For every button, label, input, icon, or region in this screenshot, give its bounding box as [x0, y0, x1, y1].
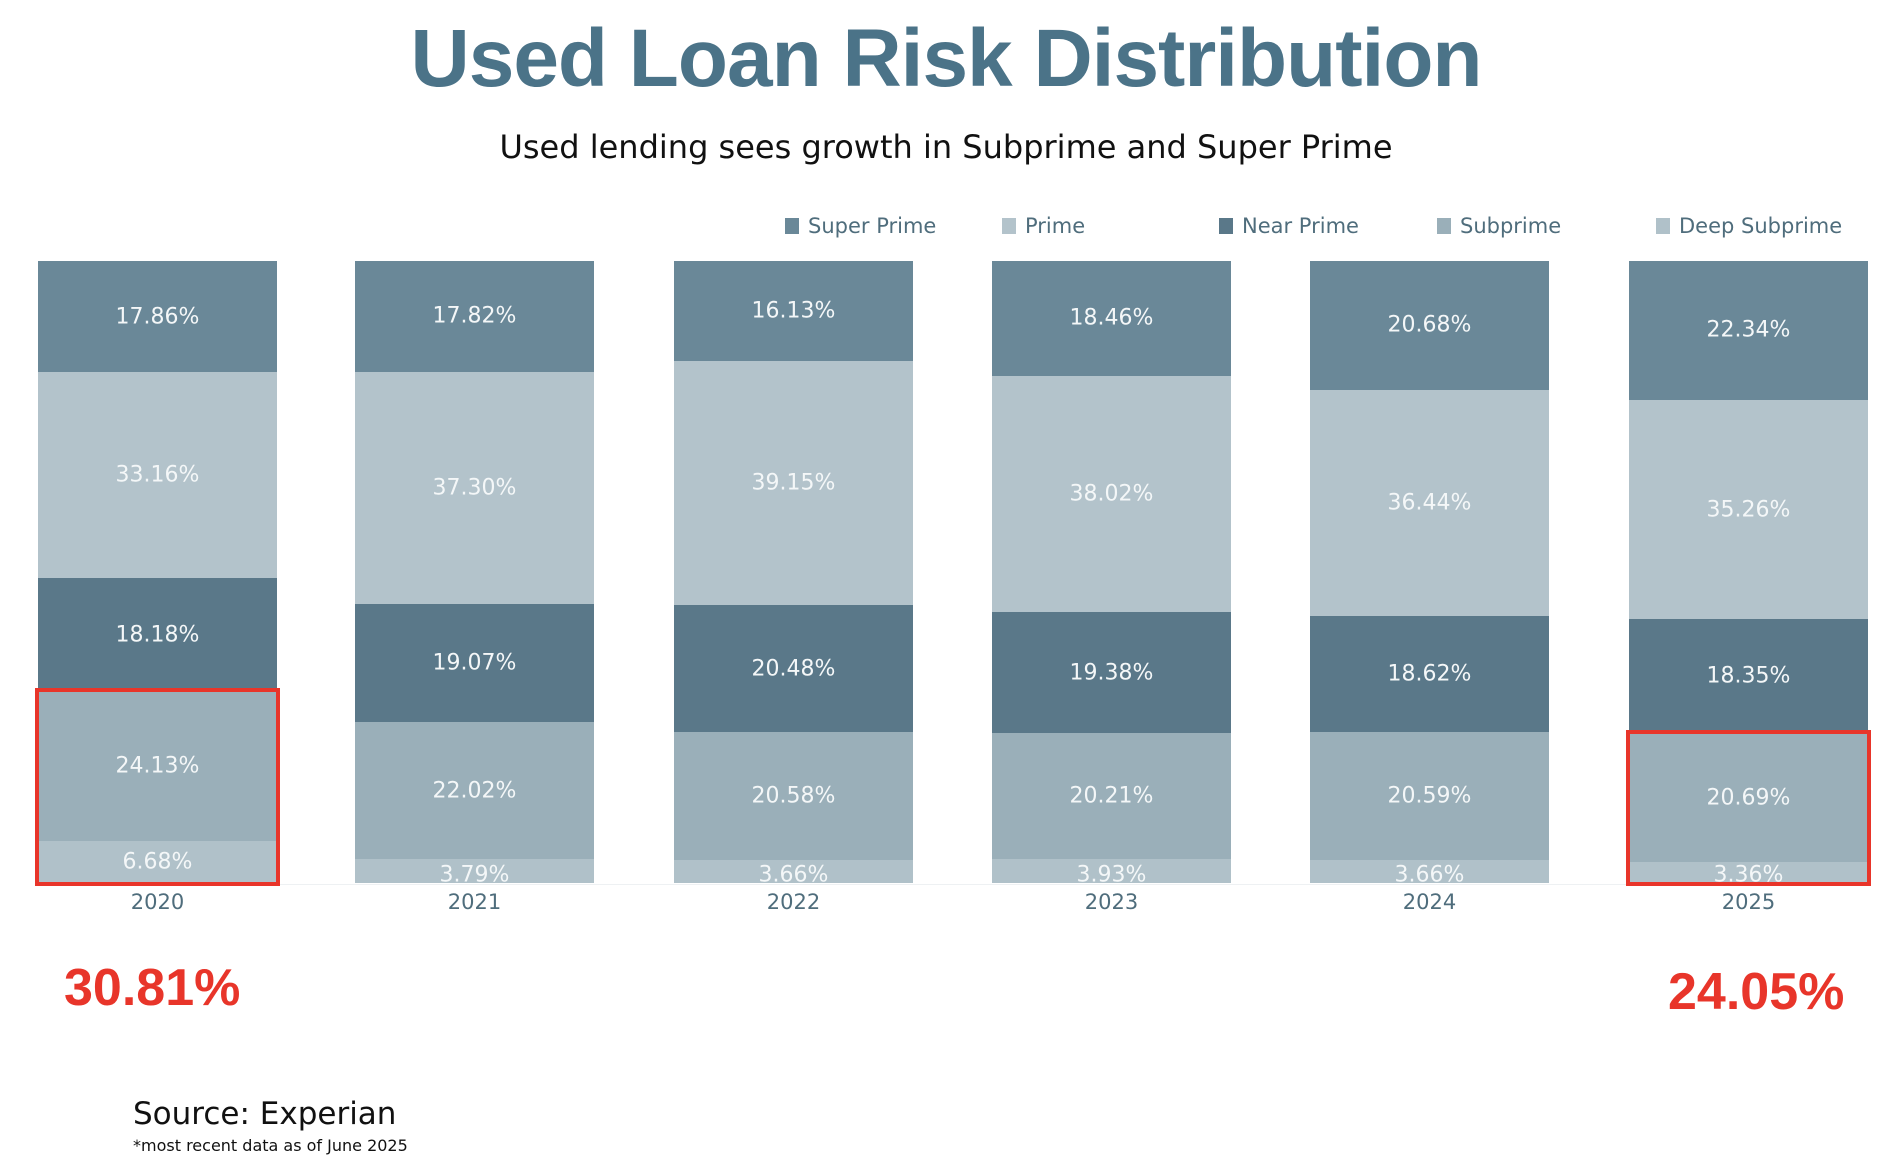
legend-swatch: [1656, 218, 1670, 234]
x-tick-label: 2025: [1721, 890, 1776, 914]
bar-segment-prime: 39.15%: [674, 361, 913, 605]
bar-segment-prime: 36.44%: [1310, 389, 1549, 617]
bar-segment-deep-subprime: 6.68%: [38, 841, 277, 883]
legend-swatch: [1437, 218, 1451, 234]
bar-2020: 17.86% 33.16% 18.18% 24.13% 6.68%: [38, 261, 277, 883]
bar-segment-near-prime: 18.62%: [1310, 616, 1549, 733]
data-label: 18.46%: [1069, 305, 1154, 331]
data-label: 39.15%: [751, 470, 836, 496]
bar-segment-near-prime: 18.35%: [1629, 619, 1868, 734]
bar-segment-subprime: 20.58%: [674, 732, 913, 861]
bar-segment-subprime: 20.59%: [1310, 732, 1549, 861]
bar-segment-subprime: 24.13%: [38, 691, 277, 842]
data-label: 3.79%: [439, 862, 510, 883]
x-tick-label: 2024: [1402, 890, 1457, 914]
data-label: 18.35%: [1706, 663, 1791, 689]
highlight-box-2025: [1626, 730, 1871, 886]
data-label: 3.36%: [1713, 862, 1784, 883]
data-label: 20.59%: [1387, 783, 1472, 809]
legend-label: Near Prime: [1242, 214, 1359, 238]
callout-2025-subprime-total: 24.05%: [1668, 963, 1845, 1021]
legend-label: Prime: [1025, 214, 1086, 238]
baseline: [38, 884, 1868, 885]
data-label: 35.26%: [1706, 497, 1791, 523]
bar-2023: 18.46% 38.02% 19.38% 20.21% 3.93%: [992, 261, 1231, 883]
callout-2020-subprime-total: 30.81%: [64, 959, 241, 1017]
data-label: 17.86%: [115, 304, 200, 330]
x-tick-label: 2021: [447, 890, 502, 914]
bar-segment-subprime: 22.02%: [355, 722, 594, 860]
bar-segment-near-prime: 19.07%: [355, 603, 594, 723]
data-label: 6.68%: [122, 849, 193, 875]
legend-item-deep-subprime: Deep Subprime: [1656, 214, 1842, 238]
bar-segment-subprime: 20.21%: [992, 732, 1231, 859]
data-label: 22.02%: [432, 778, 517, 804]
bar-2021: 17.82% 37.30% 19.07% 22.02% 3.79%: [355, 261, 594, 883]
bar-segment-prime: 35.26%: [1629, 399, 1868, 620]
legend-item-super-prime: Super Prime: [785, 214, 936, 238]
data-label: 20.68%: [1387, 312, 1472, 338]
bar-2024: 20.68% 36.44% 18.62% 20.59% 3.66%: [1310, 261, 1549, 883]
data-label: 3.66%: [1394, 862, 1465, 883]
legend-item-subprime: Subprime: [1437, 214, 1561, 238]
footnote: *most recent data as of June 2025: [133, 1136, 408, 1155]
legend-swatch: [1219, 218, 1233, 234]
bar-segment-prime: 33.16%: [38, 372, 277, 579]
bar-segment-deep-subprime: 3.93%: [992, 858, 1231, 883]
bar-segment-deep-subprime: 3.66%: [1310, 860, 1549, 883]
legend-label: Deep Subprime: [1679, 214, 1843, 238]
legend-swatch: [1002, 218, 1016, 234]
data-label: 18.62%: [1387, 661, 1472, 687]
data-label: 36.44%: [1387, 490, 1472, 516]
bar-segment-super-prime: 18.46%: [992, 261, 1231, 376]
data-label: 3.66%: [758, 862, 829, 883]
bar-segment-near-prime: 20.48%: [674, 604, 913, 733]
data-label: 24.13%: [115, 753, 200, 779]
data-label: 17.82%: [432, 303, 517, 329]
chart-title: Used Loan Risk Distribution: [410, 13, 1483, 104]
x-tick-label: 2022: [766, 890, 821, 914]
data-label: 38.02%: [1069, 481, 1154, 507]
data-label: 20.69%: [1706, 785, 1791, 811]
legend-label: Subprime: [1460, 214, 1562, 238]
data-label: 20.48%: [751, 656, 836, 682]
data-label: 16.13%: [751, 298, 836, 324]
data-label: 20.21%: [1069, 783, 1154, 809]
legend-swatch: [785, 218, 799, 234]
bar-segment-super-prime: 17.86%: [38, 261, 277, 373]
bar-2022: 16.13% 39.15% 20.48% 20.58% 3.66%: [674, 261, 913, 883]
bar-segment-prime: 38.02%: [992, 375, 1231, 613]
bar-2025: 22.34% 35.26% 18.35% 20.69% 3.36%: [1629, 261, 1868, 883]
bar-segment-super-prime: 20.68%: [1310, 261, 1549, 390]
legend-item-near-prime: Near Prime: [1219, 214, 1359, 238]
legend-label: Super Prime: [808, 214, 937, 238]
bar-segment-deep-subprime: 3.79%: [355, 859, 594, 883]
bar-segment-near-prime: 19.38%: [992, 612, 1231, 733]
data-label: 19.07%: [432, 650, 517, 676]
bar-segment-near-prime: 18.18%: [38, 578, 277, 692]
bar-segment-deep-subprime: 3.36%: [1629, 862, 1868, 883]
bar-segment-super-prime: 16.13%: [674, 261, 913, 362]
bar-segment-prime: 37.30%: [355, 371, 594, 604]
data-label: 18.18%: [115, 622, 200, 648]
data-label: 20.58%: [751, 783, 836, 809]
data-label: 37.30%: [432, 475, 517, 501]
bar-segment-super-prime: 17.82%: [355, 261, 594, 372]
data-label: 33.16%: [115, 462, 200, 488]
source-text: Source: Experian: [133, 1096, 397, 1132]
bar-segment-deep-subprime: 3.66%: [674, 860, 913, 883]
data-label: 3.93%: [1076, 862, 1147, 883]
legend-item-prime: Prime: [1002, 214, 1085, 238]
bar-segment-super-prime: 22.34%: [1629, 261, 1868, 400]
x-tick-label: 2023: [1084, 890, 1139, 914]
bar-segment-subprime: 20.69%: [1629, 733, 1868, 863]
data-label: 22.34%: [1706, 317, 1791, 343]
data-label: 19.38%: [1069, 660, 1154, 686]
chart-subtitle: Used lending sees growth in Subprime and…: [499, 128, 1393, 166]
x-tick-label: 2020: [130, 890, 185, 914]
highlight-box-2020: [35, 688, 280, 886]
